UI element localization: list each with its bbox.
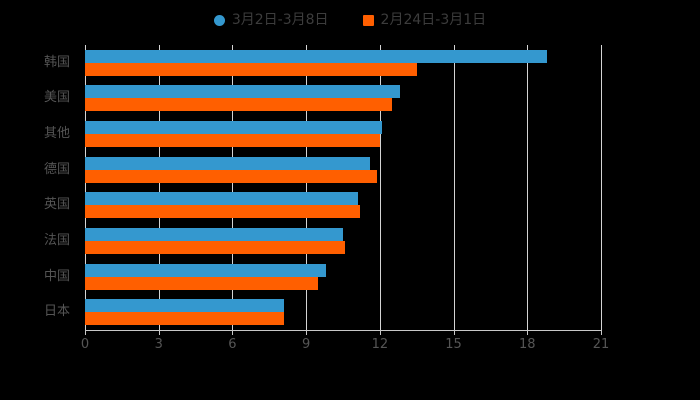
- x-tick-mark: [453, 330, 455, 335]
- bar[interactable]: [85, 156, 371, 170]
- x-tick-label: 18: [519, 337, 536, 352]
- y-tick-label: 其他: [43, 126, 70, 142]
- x-axis: 0 3 6 9 12 15 18 21: [0, 330, 700, 360]
- bar-group: [85, 121, 601, 148]
- bar[interactable]: [85, 205, 361, 219]
- bar[interactable]: [85, 192, 358, 206]
- bars-layer: [85, 45, 601, 330]
- x-tick-label: 15: [445, 337, 462, 352]
- bar[interactable]: [85, 240, 346, 254]
- bar[interactable]: [85, 169, 378, 183]
- bar-group: [85, 49, 601, 76]
- y-tick-label: 美国: [43, 90, 70, 106]
- bar-group: [85, 263, 601, 290]
- x-tick-mark: [85, 330, 86, 335]
- bar[interactable]: [85, 49, 547, 63]
- chart-legend: 3月2日-3月8日 2月24日-3月1日: [0, 8, 700, 32]
- bar-group: [85, 227, 601, 254]
- legend-label-series-0: 3月2日-3月8日: [231, 12, 329, 28]
- bar[interactable]: [85, 299, 285, 313]
- x-tick-label: 9: [302, 337, 311, 352]
- bar[interactable]: [85, 276, 319, 290]
- plot-area: [85, 45, 602, 330]
- x-tick-mark: [601, 330, 602, 335]
- y-tick-label: 德国: [43, 161, 70, 177]
- x-tick-mark: [306, 330, 308, 335]
- legend-label-series-1: 2月24日-3月1日: [380, 12, 487, 28]
- bar[interactable]: [85, 85, 400, 99]
- y-tick-label: 中国: [43, 268, 70, 284]
- y-tick-label: 英国: [43, 197, 70, 213]
- bar[interactable]: [85, 227, 343, 241]
- x-axis-line: [85, 330, 601, 331]
- y-axis: 韩国美国其他德国英国法国中国日本: [0, 45, 78, 330]
- x-tick-mark: [232, 330, 234, 335]
- y-tick-label: 日本: [43, 304, 70, 320]
- bar[interactable]: [85, 121, 383, 135]
- x-tick-label: 12: [371, 337, 389, 352]
- legend-marker-circle-icon: [213, 14, 225, 26]
- bar-group: [85, 156, 601, 183]
- x-tick-mark: [158, 330, 160, 335]
- bar[interactable]: [85, 263, 326, 277]
- bar[interactable]: [85, 312, 285, 326]
- legend-marker-square-icon: [362, 14, 374, 26]
- x-tick-label: 6: [228, 337, 237, 352]
- x-tick-label: 0: [80, 337, 90, 352]
- x-tick-mark: [379, 330, 381, 335]
- bar[interactable]: [85, 62, 417, 76]
- bar[interactable]: [85, 134, 380, 148]
- bar-group: [85, 192, 601, 219]
- x-tick-label: 21: [592, 337, 610, 352]
- bar-group: [85, 299, 601, 326]
- gridline: [601, 45, 602, 330]
- legend-item-series-1[interactable]: 2月24日-3月1日: [362, 12, 487, 28]
- bar-group: [85, 85, 601, 112]
- x-tick-mark: [527, 330, 529, 335]
- legend-item-series-0[interactable]: 3月2日-3月8日: [213, 12, 329, 28]
- y-tick-label: 韩国: [43, 54, 70, 70]
- y-tick-label: 法国: [43, 232, 70, 248]
- x-tick-label: 3: [154, 337, 163, 352]
- bar[interactable]: [85, 98, 393, 112]
